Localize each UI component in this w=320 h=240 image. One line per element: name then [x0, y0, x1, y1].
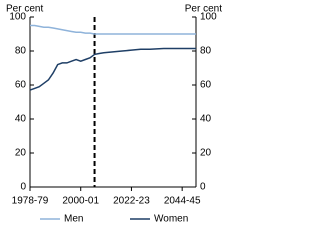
x-tick-label: 2000-01: [62, 196, 99, 207]
line-series: [30, 24, 196, 35]
y2-tick-label: 0: [200, 182, 206, 193]
y-axis-label: Per cent: [6, 4, 43, 15]
y-tick-label: 0: [20, 182, 26, 193]
legend-label: Men: [64, 214, 83, 225]
y2-tick-label: 100: [200, 12, 217, 23]
y-tick-label: 40: [15, 114, 27, 125]
x-tick-label: 2044-45: [164, 196, 201, 207]
y2-tick-label: 80: [200, 46, 212, 57]
line-series: [29, 47, 196, 91]
y2-axis-label: Per cent: [185, 4, 222, 15]
legend-label: Women: [154, 214, 188, 225]
y-tick-label: 20: [15, 148, 27, 159]
y2-tick-label: 40: [200, 114, 212, 125]
chart: Per cent Per cent 0 20 40 60 80 100 0 20 40 60 80 1…: [6, 4, 222, 225]
x-tick-label: 1978-79: [12, 196, 49, 207]
x-tick-label: 2022-23: [113, 196, 150, 207]
y-tick-label: 60: [15, 80, 27, 91]
y2-tick-label: 20: [200, 148, 212, 159]
y-tick-label: 100: [9, 12, 26, 23]
y-tick-label: 80: [15, 46, 27, 57]
y2-tick-label: 60: [200, 80, 212, 91]
